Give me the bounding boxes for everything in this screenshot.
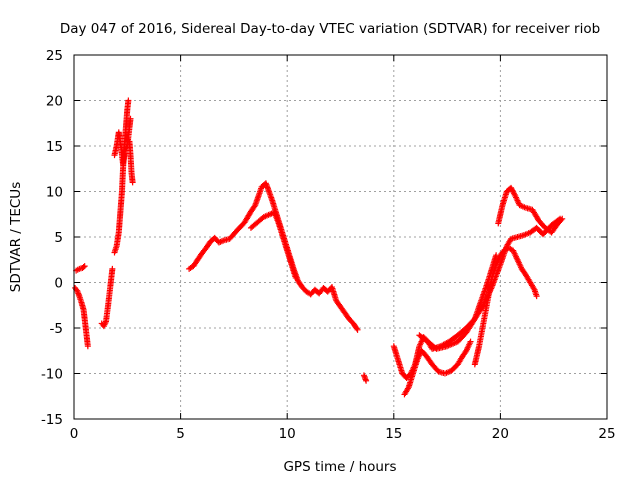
y-tick-label: 10 xyxy=(46,185,63,201)
x-tick-label: 25 xyxy=(598,426,615,442)
y-tick-label: 25 xyxy=(46,48,63,64)
x-tick-label: 15 xyxy=(385,426,402,442)
data-point xyxy=(129,179,136,186)
y-tick-label: -10 xyxy=(41,367,63,383)
data-point xyxy=(493,252,500,259)
x-axis-label: GPS time / hours xyxy=(283,459,396,475)
data-point xyxy=(363,377,370,384)
data-point xyxy=(251,203,258,210)
data-point xyxy=(127,115,134,122)
y-axis-label: SDTVAR / TECUs xyxy=(8,182,24,292)
data-point xyxy=(81,263,88,270)
data-point xyxy=(80,264,87,271)
axis-ticks: 0 5 10 15 20 25 -15 -10 -5 0 5 10 15 20 25 xyxy=(41,48,616,442)
data-point xyxy=(559,215,566,222)
y-tick-label: 5 xyxy=(54,230,63,246)
x-tick-label: 20 xyxy=(492,426,509,442)
y-tick-label: 0 xyxy=(54,276,63,292)
data-point xyxy=(558,216,565,223)
data-point xyxy=(125,97,132,104)
chart-title: Day 047 of 2016, Sidereal Day-to-day VTE… xyxy=(60,21,600,37)
data-point xyxy=(467,338,474,345)
data-points xyxy=(72,97,566,398)
x-tick-label: 5 xyxy=(176,426,185,442)
y-tick-label: 15 xyxy=(46,139,63,155)
data-point xyxy=(109,265,116,272)
y-tick-label: -15 xyxy=(41,412,63,428)
y-tick-label: -5 xyxy=(50,321,63,337)
data-point xyxy=(533,293,540,300)
data-point xyxy=(470,317,477,324)
data-point xyxy=(84,343,91,350)
x-tick-label: 10 xyxy=(279,426,296,442)
data-point xyxy=(354,326,361,333)
data-point xyxy=(353,325,360,332)
grid xyxy=(74,55,607,419)
y-tick-label: 20 xyxy=(46,94,63,110)
data-point xyxy=(292,274,299,281)
x-tick-label: 0 xyxy=(70,426,79,442)
